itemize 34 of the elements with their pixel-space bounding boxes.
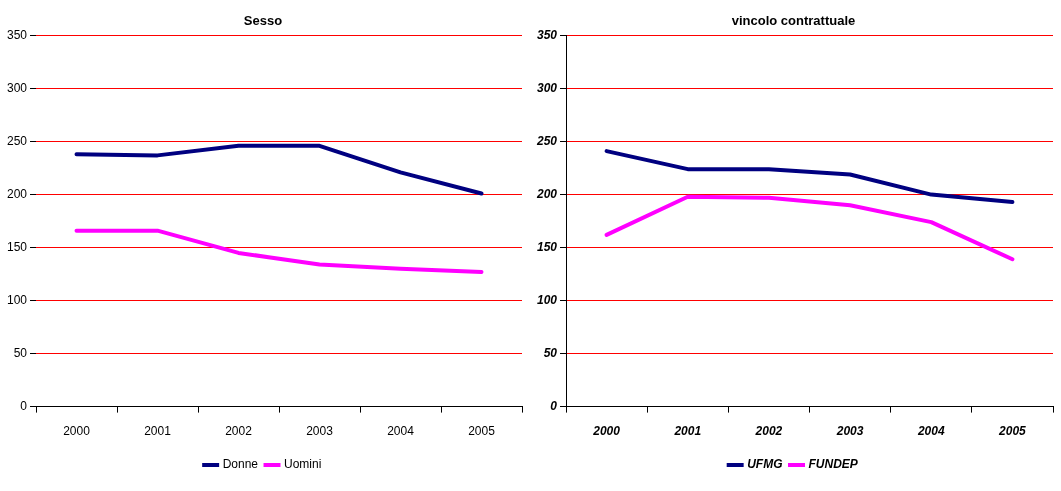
x-tick-label: 2001: [673, 424, 702, 439]
legend-label: FUNDEP: [808, 457, 859, 472]
y-tick-label: 300: [6, 80, 28, 95]
y-tick-label: 100: [6, 292, 28, 307]
x-tick-label: 2000: [592, 424, 621, 439]
x-tick-label: 2002: [225, 424, 253, 439]
y-tick-label: 200: [6, 186, 28, 201]
y-tick-label: 300: [536, 80, 558, 95]
chart-title: Sesso: [243, 13, 283, 29]
x-tick-label: 2005: [998, 424, 1027, 439]
x-tick-label: 2004: [916, 424, 945, 439]
x-tick-label: 2003: [835, 424, 864, 439]
x-tick-label: 2000: [63, 424, 91, 439]
x-tick-label: 2003: [306, 424, 334, 439]
y-tick-label: 50: [13, 345, 28, 360]
x-tick-label: 2004: [387, 424, 415, 439]
legend-label: UFMG: [747, 457, 783, 472]
y-tick-label: 150: [6, 239, 28, 254]
x-tick-label: 2001: [144, 424, 172, 439]
y-tick-label: 350: [536, 27, 558, 42]
y-tick-label: 0: [20, 398, 28, 413]
x-tick-label: 2005: [468, 424, 496, 439]
y-tick-label: 100: [536, 292, 558, 307]
y-tick-label: 150: [536, 239, 558, 254]
x-tick-label: 2002: [754, 424, 783, 439]
y-tick-label: 0: [550, 398, 558, 413]
y-tick-label: 50: [543, 345, 558, 360]
y-tick-label: 250: [535, 133, 558, 148]
y-tick-label: 250: [6, 133, 28, 148]
legend-label: Uomini: [284, 457, 322, 472]
chart-title: vincolo contrattuale: [731, 13, 856, 29]
y-tick-label: 200: [535, 186, 558, 201]
legend-label: Donne: [222, 457, 259, 472]
y-tick-label: 350: [6, 27, 28, 42]
